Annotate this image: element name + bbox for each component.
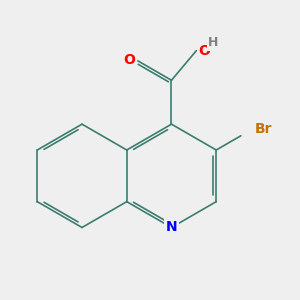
Text: N: N	[166, 220, 177, 235]
Text: O: O	[199, 44, 210, 58]
Text: O: O	[124, 53, 135, 67]
Text: H: H	[208, 36, 218, 49]
Text: Br: Br	[255, 122, 272, 136]
